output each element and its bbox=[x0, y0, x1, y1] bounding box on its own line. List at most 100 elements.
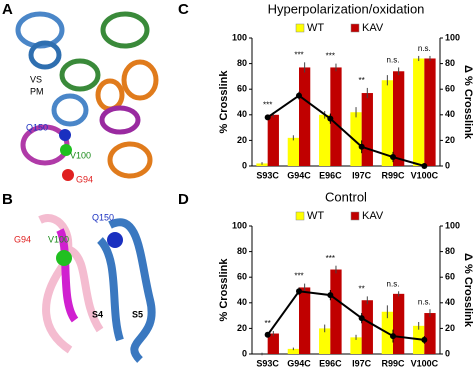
structure-label: S5 bbox=[132, 309, 143, 319]
y-tick-label: 0 bbox=[242, 160, 247, 170]
y-tick-label: 80 bbox=[237, 246, 247, 256]
delta-point bbox=[264, 114, 271, 121]
y2-tick-label: 20 bbox=[445, 135, 455, 145]
x-tick-label: V100C bbox=[411, 358, 439, 368]
delta-point bbox=[264, 331, 271, 338]
structure-label: V100 bbox=[70, 150, 91, 160]
delta-point bbox=[390, 154, 396, 161]
structure-a bbox=[10, 8, 160, 188]
y-tick-label: 60 bbox=[237, 84, 247, 94]
x-tick-label: S93C bbox=[256, 170, 279, 180]
y2-tick-label: 80 bbox=[445, 58, 455, 68]
x-tick-label: I97C bbox=[352, 358, 372, 368]
x-tick-label: R99C bbox=[381, 170, 405, 180]
structure-label: V100 bbox=[48, 234, 69, 244]
panel-label: D bbox=[178, 191, 189, 208]
panel-label: B bbox=[2, 191, 13, 208]
legend-swatch bbox=[350, 211, 360, 221]
y2-tick-label: 80 bbox=[445, 246, 455, 256]
delta-point bbox=[327, 115, 334, 122]
x-tick-label: E96C bbox=[319, 358, 342, 368]
y-tick-label: 40 bbox=[237, 297, 247, 307]
delta-point bbox=[358, 143, 365, 150]
delta-point bbox=[327, 292, 334, 299]
significance-label: n.s. bbox=[418, 44, 431, 53]
bar bbox=[361, 93, 373, 166]
y2-tick-label: 100 bbox=[445, 220, 460, 230]
delta-point bbox=[421, 336, 428, 343]
legend-label: KAV bbox=[362, 210, 384, 222]
y2-tick-label: 60 bbox=[445, 84, 455, 94]
chart-title: Hyperpolarization/oxidation bbox=[268, 1, 425, 16]
panel-label: C bbox=[178, 1, 189, 18]
structure-label: PM bbox=[30, 86, 44, 96]
significance-label: *** bbox=[263, 100, 272, 109]
y-tick-label: 20 bbox=[237, 135, 247, 145]
y2-axis-label: Δ % Crosslink bbox=[462, 65, 474, 140]
delta-line bbox=[266, 290, 425, 341]
y2-tick-label: 100 bbox=[445, 32, 460, 42]
significance-label: n.s. bbox=[387, 279, 400, 288]
x-tick-label: E96C bbox=[319, 170, 342, 180]
structure-label: Q150 bbox=[26, 122, 48, 132]
significance-label: ** bbox=[265, 319, 271, 328]
bar bbox=[299, 287, 311, 354]
significance-label: ** bbox=[359, 285, 365, 294]
structure-label: Q150 bbox=[92, 212, 114, 222]
structure-b bbox=[38, 214, 156, 363]
significance-label: *** bbox=[294, 272, 303, 281]
legend-label: WT bbox=[307, 22, 324, 34]
bar bbox=[413, 58, 425, 167]
delta-point bbox=[390, 333, 396, 340]
legend-label: WT bbox=[307, 210, 324, 222]
y-tick-label: 100 bbox=[232, 220, 247, 230]
y2-tick-label: 20 bbox=[445, 323, 455, 333]
bar bbox=[424, 58, 436, 167]
bar bbox=[330, 67, 342, 166]
y2-tick-label: 60 bbox=[445, 272, 455, 282]
y-tick-label: 0 bbox=[242, 348, 247, 358]
delta-point bbox=[421, 163, 428, 169]
y-axis-label: % Crosslink bbox=[218, 258, 230, 322]
bar bbox=[287, 348, 299, 354]
chart-title: Control bbox=[325, 189, 367, 204]
bar bbox=[393, 293, 405, 354]
bar bbox=[361, 300, 373, 354]
x-tick-label: G94C bbox=[287, 170, 311, 180]
significance-label: *** bbox=[294, 50, 303, 59]
y-tick-label: 20 bbox=[237, 323, 247, 333]
structure-label: G94 bbox=[14, 234, 31, 244]
bar bbox=[267, 114, 279, 166]
structure-label: S4 bbox=[92, 309, 103, 319]
significance-label: n.s. bbox=[418, 297, 431, 306]
y2-tick-label: 40 bbox=[445, 297, 455, 307]
bar bbox=[424, 313, 436, 354]
y-axis-label: % Crosslink bbox=[218, 70, 230, 134]
bar bbox=[319, 328, 331, 354]
y-tick-label: 60 bbox=[237, 272, 247, 282]
bar bbox=[393, 71, 405, 166]
legend-label: KAV bbox=[362, 22, 384, 34]
bar bbox=[299, 67, 311, 166]
y2-tick-label: 0 bbox=[445, 348, 450, 358]
bar bbox=[330, 269, 342, 354]
bar bbox=[350, 337, 362, 354]
structure-label: VS bbox=[30, 74, 42, 84]
bar bbox=[350, 112, 362, 166]
significance-label: *** bbox=[326, 254, 335, 263]
structure-label: G94 bbox=[76, 174, 93, 184]
delta-point bbox=[296, 288, 302, 295]
x-tick-label: S93C bbox=[256, 358, 279, 368]
y-tick-label: 40 bbox=[237, 109, 247, 119]
y2-tick-label: 40 bbox=[445, 109, 455, 119]
bar bbox=[287, 137, 299, 166]
y2-tick-label: 0 bbox=[445, 160, 450, 170]
x-tick-label: G94C bbox=[287, 358, 311, 368]
legend-swatch bbox=[295, 211, 305, 221]
panel-label: A bbox=[2, 1, 13, 18]
y2-axis-label: Δ % Crosslink bbox=[462, 253, 474, 328]
bar bbox=[381, 80, 393, 166]
bar bbox=[319, 114, 331, 166]
x-tick-label: R99C bbox=[381, 358, 405, 368]
